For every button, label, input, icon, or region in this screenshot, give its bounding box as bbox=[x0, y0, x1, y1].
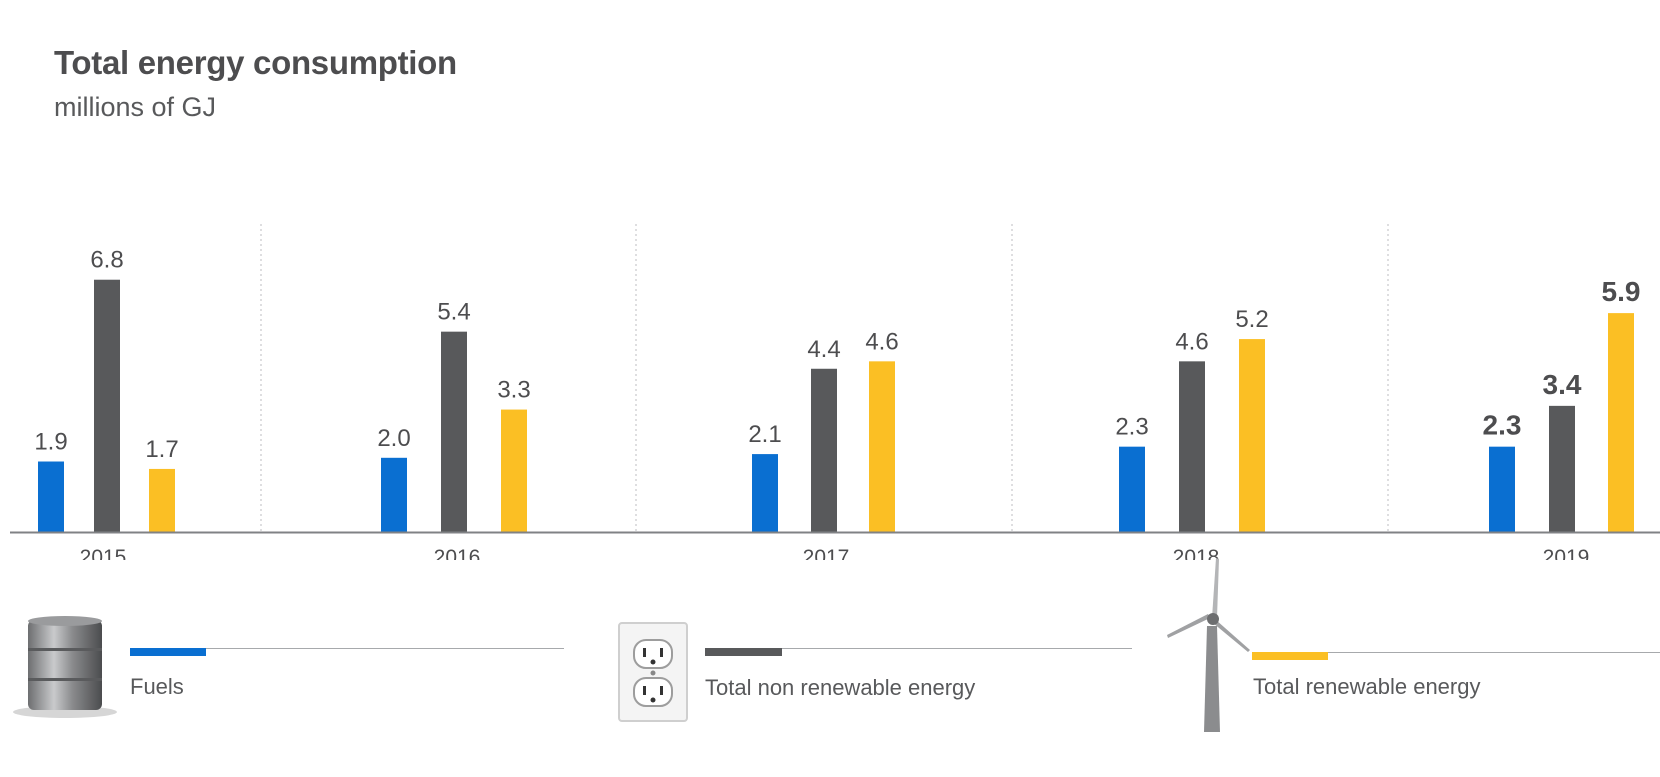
data-label: 2.3 bbox=[1115, 414, 1148, 441]
bar bbox=[149, 468, 175, 532]
legend-label-renewable: Total renewable energy bbox=[1253, 674, 1481, 699]
legend-line-renewable bbox=[1328, 652, 1660, 653]
bar bbox=[1608, 313, 1634, 532]
x-tick-label: 2019 bbox=[1543, 546, 1590, 560]
bar bbox=[1239, 339, 1265, 532]
x-tick-label: 2017 bbox=[803, 546, 850, 560]
data-label: 3.4 bbox=[1543, 369, 1582, 400]
data-label: 1.9 bbox=[34, 429, 67, 456]
data-label: 2.1 bbox=[748, 421, 781, 448]
legend-line-fuels bbox=[206, 648, 564, 649]
bar bbox=[1119, 446, 1145, 532]
oil-barrel-icon bbox=[13, 616, 117, 718]
legend-swatch-non-renewable bbox=[705, 648, 782, 656]
chart-subtitle: millions of GJ bbox=[54, 92, 217, 122]
data-label: 6.8 bbox=[90, 247, 123, 274]
x-tick-label: 2016 bbox=[434, 546, 481, 560]
bar bbox=[441, 331, 467, 532]
bar bbox=[38, 461, 64, 532]
x-tick-label: 2018 bbox=[1173, 546, 1220, 560]
data-label: 5.2 bbox=[1235, 306, 1268, 333]
power-outlet-icon bbox=[618, 622, 688, 722]
bar bbox=[381, 457, 407, 532]
legend-label-fuels: Fuels bbox=[130, 674, 184, 699]
data-label: 5.9 bbox=[1602, 276, 1641, 307]
data-label: 4.6 bbox=[865, 328, 898, 355]
legend-swatch-renewable bbox=[1252, 652, 1328, 660]
bar bbox=[1549, 405, 1575, 532]
data-label: 2.0 bbox=[377, 425, 410, 452]
wind-turbine-icon bbox=[1167, 558, 1250, 732]
bar bbox=[752, 454, 778, 532]
bar bbox=[1179, 361, 1205, 532]
bar bbox=[501, 409, 527, 532]
data-label: 4.6 bbox=[1175, 328, 1208, 355]
data-label: 1.7 bbox=[145, 436, 178, 463]
legend-swatch-fuels bbox=[130, 648, 206, 656]
data-label: 4.4 bbox=[807, 336, 840, 363]
chart-title: Total energy consumption bbox=[54, 44, 457, 81]
bar bbox=[94, 279, 120, 532]
legend-label-non-renewable: Total non renewable energy bbox=[705, 675, 976, 700]
data-label: 2.3 bbox=[1483, 410, 1522, 441]
bar bbox=[1489, 446, 1515, 532]
bar bbox=[869, 361, 895, 532]
bar bbox=[811, 368, 837, 532]
legend-line-non-renewable bbox=[782, 648, 1132, 649]
data-label: 5.4 bbox=[437, 299, 470, 326]
data-label: 3.3 bbox=[497, 377, 530, 404]
bar-chart: 1.9 2.0 2.1 2.3 2.3 6.8 5.4 4.4 4.6 3.4 1.7 3.3 4.6 5… bbox=[10, 224, 1660, 560]
x-tick-label: 2015 bbox=[80, 546, 127, 560]
